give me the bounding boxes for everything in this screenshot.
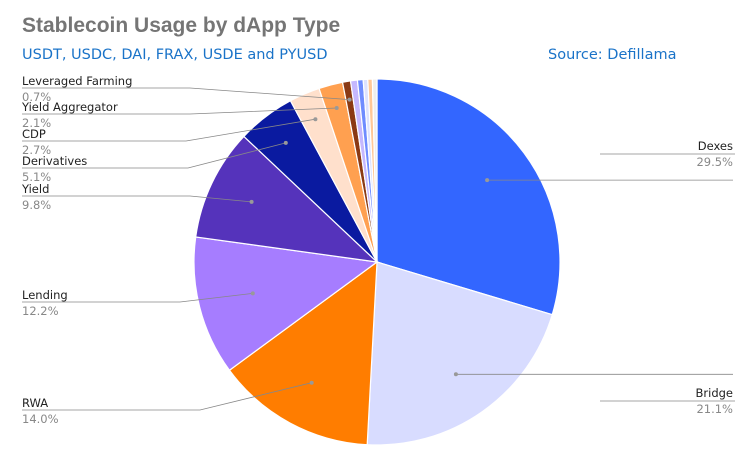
slice-label-percent: 14.0%: [22, 412, 59, 426]
leader-line: [22, 293, 253, 303]
leader-dot: [485, 178, 490, 183]
leader-line: [22, 87, 350, 100]
leader-dot: [249, 199, 254, 204]
pie-slice-lending: [193, 236, 379, 372]
slice-label-name: Lending: [22, 288, 68, 302]
leader-line: [22, 382, 312, 411]
pie-slice-bridge: [366, 261, 553, 446]
leader-line: [22, 107, 337, 115]
slice-label-name: Yield Aggregator: [21, 100, 118, 114]
leader-dot: [347, 97, 352, 102]
leader-dot: [334, 106, 339, 110]
leader-dot: [250, 291, 255, 296]
slice-label-name: Derivatives: [22, 154, 87, 168]
slice-label-percent: 5.1%: [22, 170, 51, 184]
slice-label-name: Bridge: [696, 386, 734, 400]
leader-line: [22, 118, 316, 142]
leader-dot: [313, 117, 318, 122]
leader-dot: [283, 140, 288, 145]
leader-dot: [453, 372, 458, 377]
slice-label-name: Dexes: [698, 139, 733, 153]
chart-subtitle: USDT, USDC, DAI, FRAX, USDE and PYUSD: [22, 47, 328, 63]
leader-dot: [309, 380, 314, 385]
slice-label-percent: 12.2%: [22, 304, 59, 318]
label-leader-lines: [22, 87, 735, 411]
slice-label-name: RWA: [22, 396, 48, 410]
slice-label-name: Yield: [21, 182, 49, 196]
pie-slices: [193, 78, 561, 446]
slice-label-percent: 9.8%: [22, 198, 51, 212]
leader-line: [22, 195, 252, 203]
pie-slice-rwa: [228, 260, 378, 446]
slice-label-percent: 0.7%: [22, 90, 51, 104]
slice-label-name: CDP: [22, 127, 46, 141]
chart-title: Stablecoin Usage by dApp Type: [22, 14, 341, 37]
slice-label-percent: 29.5%: [696, 155, 733, 169]
slice-label-percent: 2.7%: [22, 143, 51, 157]
chart-source: Source: Defillama: [548, 47, 677, 63]
slice-label-percent: 21.1%: [696, 402, 733, 416]
slice-labels: Dexes 29.5% Bridge 21.1% RWA 14.0% Lending 12.2…: [21, 74, 733, 426]
pie-slice-yield: [195, 135, 379, 263]
slice-label-percent: 2.1%: [22, 116, 51, 130]
leader-line: [22, 142, 286, 169]
pie-slice-dexes: [376, 78, 561, 316]
slice-label-name: Leveraged Farming: [22, 74, 132, 88]
pie-slice-unlabeled-13: [371, 78, 378, 263]
